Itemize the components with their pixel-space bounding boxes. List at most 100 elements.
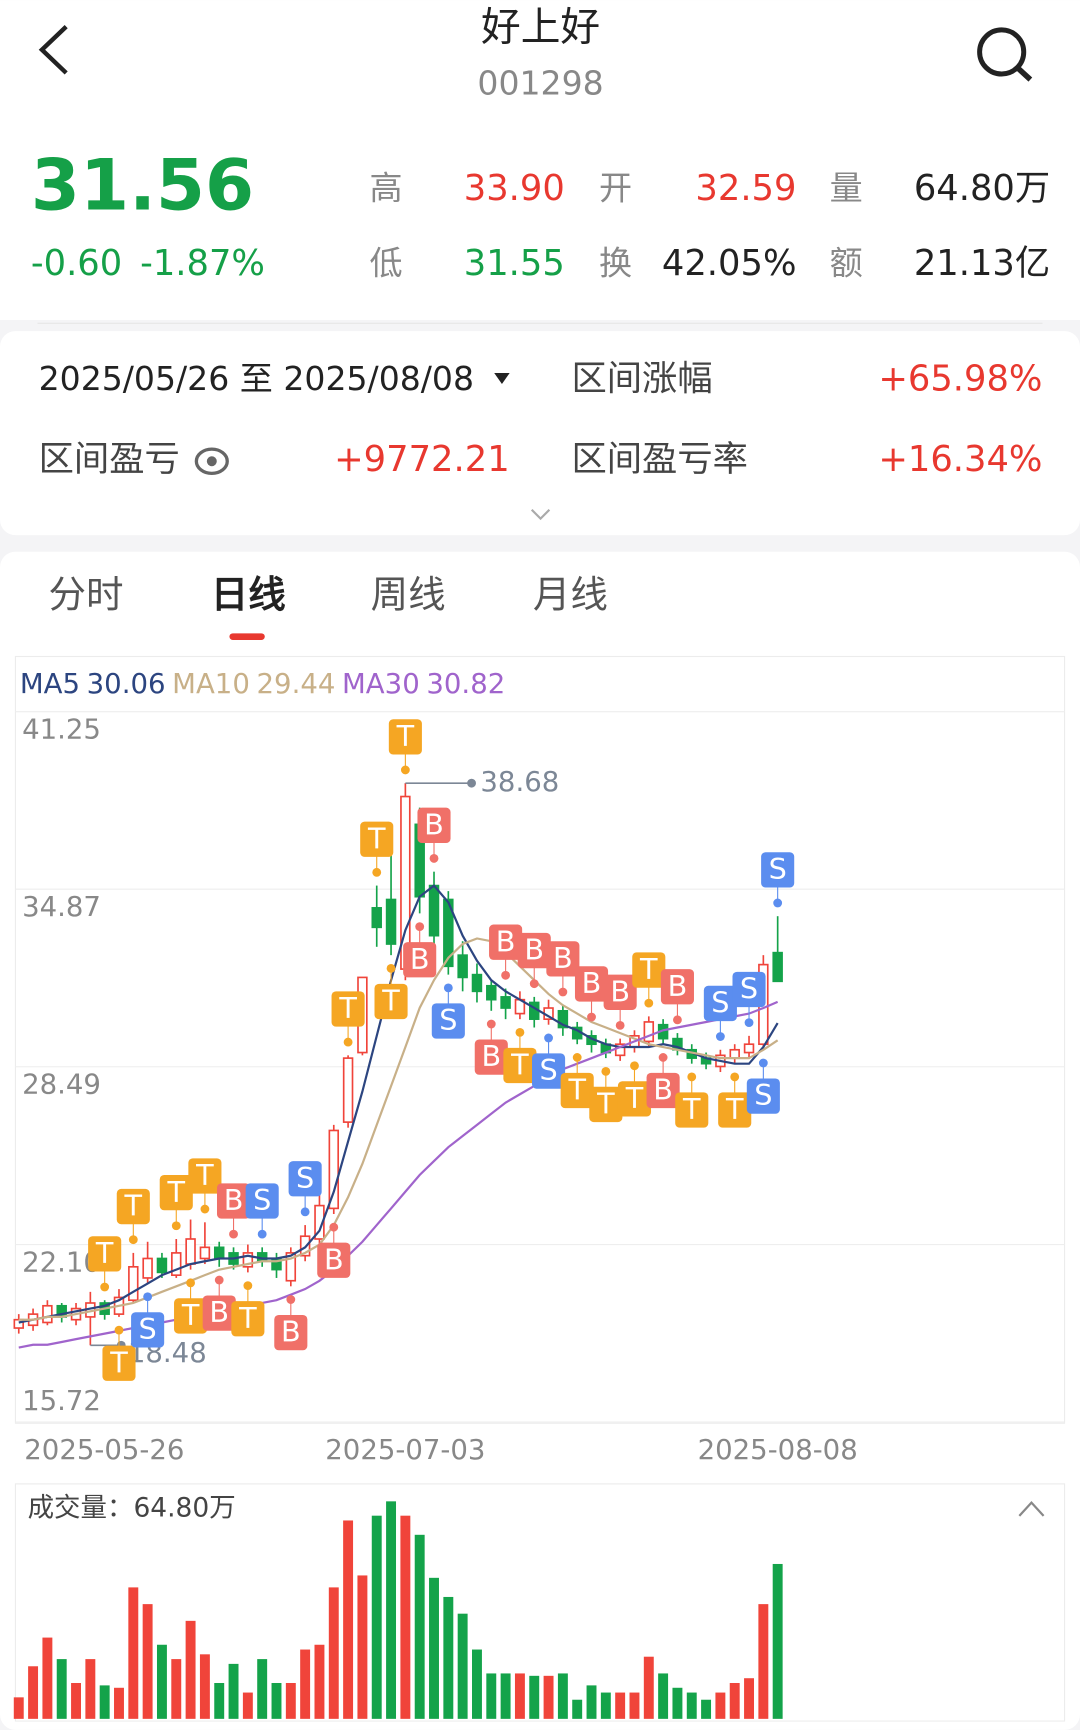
expand-icon[interactable] xyxy=(530,509,551,521)
signal-badge xyxy=(632,952,666,988)
volume-bar xyxy=(486,1673,497,1719)
legend-value: 30.06 xyxy=(87,667,166,700)
volume-bar xyxy=(543,1675,554,1719)
signal-dot xyxy=(744,1018,754,1028)
signal-dot xyxy=(658,1053,668,1062)
interval-value: +16.34% xyxy=(878,439,1042,480)
signal-badge xyxy=(202,1295,236,1331)
signal-dot xyxy=(214,1275,224,1285)
signal-badge xyxy=(317,1242,351,1278)
volume-bar xyxy=(772,1563,783,1719)
search-button[interactable] xyxy=(977,27,1033,82)
signal-dot xyxy=(572,1053,582,1062)
signal-label: S xyxy=(740,972,758,1006)
signal-badge xyxy=(116,1188,150,1225)
volume-bar xyxy=(156,1644,167,1719)
candle-body xyxy=(772,951,783,983)
signal-dot xyxy=(687,1072,697,1082)
volume-bar xyxy=(744,1678,754,1719)
y-tick-label: 15.72 xyxy=(22,1384,101,1417)
eye-icon[interactable] xyxy=(194,447,229,476)
volume-bar xyxy=(514,1673,525,1719)
volume-bar xyxy=(615,1692,626,1719)
signal-badge xyxy=(489,924,523,960)
signal-dot xyxy=(615,1020,625,1030)
signal-label: B xyxy=(481,1039,501,1073)
volume-bar xyxy=(185,1620,196,1719)
signal-badge xyxy=(374,983,408,1020)
volume-bar xyxy=(285,1682,296,1719)
signal-badge xyxy=(589,1086,623,1123)
volume-bar xyxy=(28,1666,39,1719)
volume-bar xyxy=(99,1685,110,1719)
field-value: 21.13亿 xyxy=(914,243,1050,284)
volume-bar xyxy=(328,1587,339,1719)
signal-badge xyxy=(546,941,580,977)
volume-bar xyxy=(715,1692,726,1719)
volume-bar xyxy=(629,1692,640,1719)
stock-code: 001298 xyxy=(477,64,603,103)
signal-label: B xyxy=(582,966,602,1000)
signal-label: T xyxy=(567,1073,586,1107)
signal-label: T xyxy=(124,1189,143,1223)
signal-label: B xyxy=(524,933,544,967)
volume-bar xyxy=(171,1659,182,1719)
y-tick-label: 22.10 xyxy=(22,1245,101,1278)
signal-label: B xyxy=(209,1295,229,1329)
signal-dot xyxy=(644,998,654,1008)
tab-active[interactable]: 日线 xyxy=(211,572,286,616)
tab[interactable]: 周线 xyxy=(371,572,446,616)
volume-bar xyxy=(343,1520,354,1719)
field-value: 31.55 xyxy=(464,243,565,284)
tab[interactable]: 分时 xyxy=(49,572,124,616)
signal-dot xyxy=(673,1015,682,1025)
signal-label: B xyxy=(324,1242,344,1276)
signal-dot xyxy=(372,867,382,877)
signal-dot xyxy=(558,987,568,997)
date-range[interactable]: 2025/05/26 至 2025/08/08 xyxy=(39,359,474,398)
tab[interactable]: 月线 xyxy=(533,572,608,616)
signal-dot xyxy=(429,854,439,863)
candle-body xyxy=(213,1246,225,1260)
signal-dot xyxy=(128,1235,138,1245)
candle-body xyxy=(142,1257,153,1279)
signal-badge xyxy=(617,1081,652,1117)
candle-body xyxy=(557,1009,569,1029)
signal-badge xyxy=(288,1161,322,1197)
collapse-icon[interactable] xyxy=(1018,1500,1045,1517)
signal-badge xyxy=(388,719,422,755)
signal-dot xyxy=(329,1222,339,1232)
change-pct: -1.87% xyxy=(140,243,265,284)
signal-label: S xyxy=(769,852,787,886)
volume-bar xyxy=(758,1604,769,1719)
signal-badge xyxy=(188,1158,222,1194)
candle-body xyxy=(428,884,440,937)
signal-label: S xyxy=(139,1312,157,1346)
signal-label: T xyxy=(181,1298,200,1332)
volume-bar xyxy=(643,1656,654,1719)
volume-bar xyxy=(557,1673,568,1719)
signal-badge xyxy=(718,1092,752,1128)
volume-bar xyxy=(357,1575,368,1719)
volume-bar xyxy=(429,1577,439,1719)
signal-dot xyxy=(758,1058,768,1068)
signal-dot xyxy=(501,970,511,980)
dropdown-icon[interactable] xyxy=(494,372,510,385)
signal-badge xyxy=(517,932,551,969)
signal-label: T xyxy=(195,1158,214,1192)
signal-dot xyxy=(386,963,396,973)
signal-badge xyxy=(732,971,766,1008)
legend-entry: MA5 30.06 xyxy=(20,667,166,700)
volume-bar xyxy=(371,1515,382,1719)
volume-bar xyxy=(729,1682,740,1719)
candle-body xyxy=(156,1257,168,1274)
candle-body xyxy=(342,1057,354,1123)
back-button[interactable] xyxy=(38,24,68,75)
signal-label: T xyxy=(167,1175,186,1209)
signal-dot xyxy=(300,1207,310,1217)
signal-badge xyxy=(675,1092,709,1128)
volume-bar xyxy=(128,1587,139,1719)
volume-bar xyxy=(300,1649,311,1719)
volume-bar xyxy=(199,1654,210,1719)
signal-label: T xyxy=(625,1081,644,1115)
